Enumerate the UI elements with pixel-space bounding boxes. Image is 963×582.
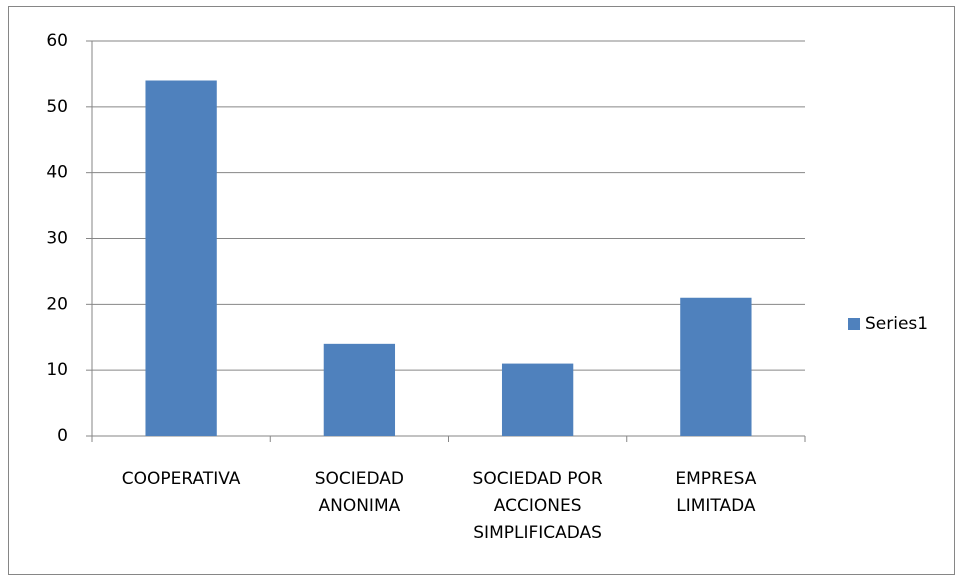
bar [680, 297, 752, 436]
bar [501, 363, 574, 436]
x-tick-label: SOCIEDAD ANONIMA [314, 469, 405, 516]
y-tick-label: 10 [46, 360, 68, 380]
bar [145, 80, 217, 436]
y-tick-label: 30 [46, 229, 68, 249]
y-tick-label: 20 [46, 294, 68, 314]
x-tick-label: EMPRESA LIMITADA [675, 469, 757, 516]
legend-swatch [848, 318, 860, 330]
x-tick-label: SOCIEDAD POR ACCIONES SIMPLIFICADAS [472, 469, 603, 543]
y-tick-label: 0 [57, 426, 68, 446]
y-tick-label: 60 [46, 31, 68, 51]
y-tick-label: 50 [46, 97, 68, 117]
x-tick-label: COOPERATIVA [121, 469, 241, 489]
y-tick-label: 40 [46, 163, 68, 183]
legend-label: Series1 [865, 314, 928, 334]
bar [323, 343, 396, 436]
